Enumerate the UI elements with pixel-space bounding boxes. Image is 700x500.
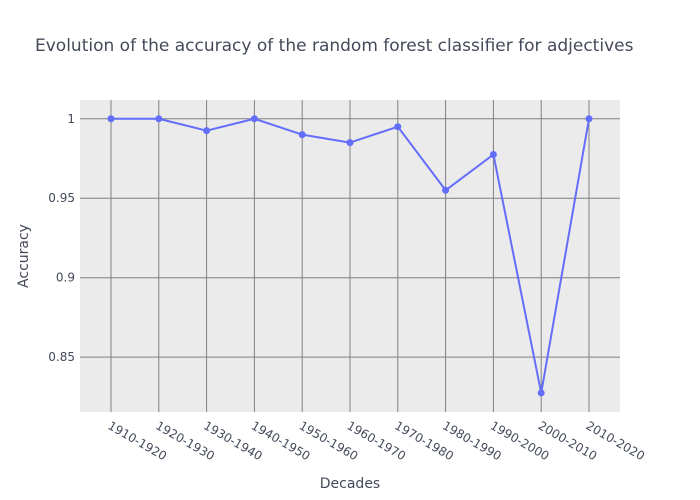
x-axis-ticks: 1910-19201920-19301930-19401940-19501950… xyxy=(106,418,648,463)
data-point[interactable] xyxy=(442,186,450,194)
data-point[interactable] xyxy=(203,127,211,135)
y-tick-label: 0.9 xyxy=(56,271,75,285)
chart-title: Evolution of the accuracy of the random … xyxy=(35,36,634,56)
y-axis-title: Accuracy xyxy=(16,224,32,288)
data-point[interactable] xyxy=(394,123,402,131)
data-point[interactable] xyxy=(346,139,354,147)
data-point[interactable] xyxy=(250,115,258,123)
y-tick-label: 0.85 xyxy=(48,350,75,364)
y-tick-label: 1 xyxy=(67,112,75,126)
series-layer xyxy=(107,115,593,397)
y-tick-label: 0.95 xyxy=(48,191,75,205)
y-axis-ticks: 0.85 0.9 0.95 1 xyxy=(48,112,75,364)
data-point[interactable] xyxy=(537,389,545,397)
data-point[interactable] xyxy=(298,131,306,139)
data-point[interactable] xyxy=(155,115,163,123)
data-point[interactable] xyxy=(107,115,115,123)
data-point[interactable] xyxy=(489,151,497,159)
x-axis-title: Decades xyxy=(320,476,380,492)
data-point[interactable] xyxy=(585,115,593,123)
